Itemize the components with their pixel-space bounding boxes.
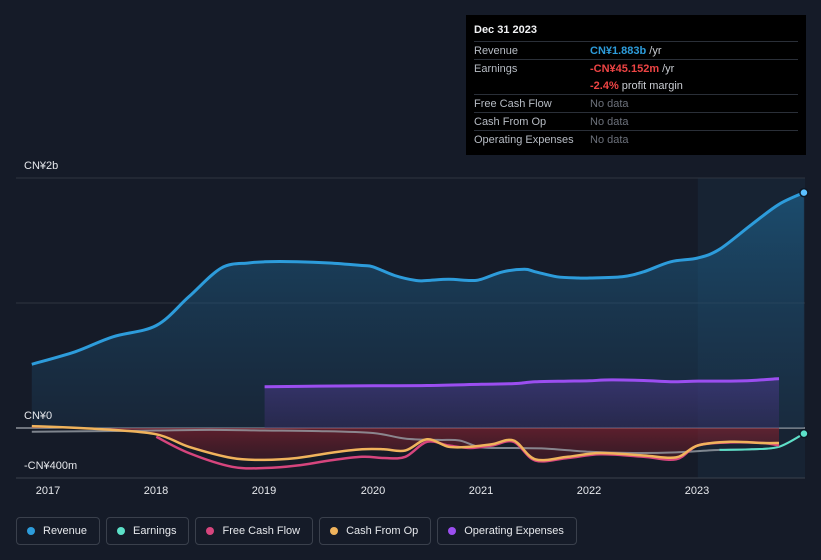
tooltip-unit: /yr [662, 62, 675, 75]
tooltip-value: CN¥1.883b [590, 44, 647, 57]
tooltip-label: Operating Expenses [474, 133, 574, 146]
tooltip-value: No data [590, 133, 629, 146]
legend-label: Earnings [133, 525, 177, 537]
tooltip-row-profit-margin: -2.4% profit margin [474, 77, 798, 94]
legend-item-cash-from-op[interactable]: Cash From Op [319, 517, 432, 545]
legend-label: Cash From Op [346, 525, 419, 537]
y-tick-label-bottom: -CN¥400m [24, 460, 78, 472]
tooltip-value: -CN¥45.152m [590, 62, 660, 75]
earnings-line-past [31, 428, 805, 455]
free-cash-flow-dot-icon [206, 527, 215, 535]
legend-item-earnings[interactable]: Earnings [106, 517, 190, 545]
tooltip-label: Revenue [474, 44, 519, 57]
tooltip-row-revenue: Revenue CN¥1.883b /yr [474, 41, 798, 59]
x-tick-label: 2022 [576, 485, 602, 497]
revenue-line [31, 191, 805, 366]
legend-item-free-cash-flow[interactable]: Free Cash Flow [195, 517, 314, 545]
area-layer [31, 192, 804, 461]
x-tick-label: 2019 [251, 485, 277, 497]
x-tick-label: 2020 [360, 485, 386, 497]
tooltip-label: Earnings [474, 62, 518, 75]
tooltip-row-free-cash-flow: Free Cash Flow No data [474, 94, 798, 112]
tooltip-unit: /yr [649, 44, 662, 57]
tooltip-row-cash-from-op: Cash From Op No data [474, 112, 798, 130]
tooltip-row-operating-expenses: Operating Expenses No data [474, 130, 798, 148]
legend-item-operating-expenses[interactable]: Operating Expenses [437, 517, 577, 545]
y-tick-label-zero: CN¥0 [24, 410, 53, 422]
legend-label: Free Cash Flow [222, 525, 301, 537]
chart-legend: Revenue Earnings Free Cash Flow Cash Fro… [16, 517, 577, 545]
revenue-point [799, 187, 809, 198]
earnings-line [719, 432, 805, 451]
data-tooltip: Dec 31 2023 Revenue CN¥1.883b /yr Earnin… [466, 15, 806, 155]
tooltip-value: No data [590, 97, 629, 110]
tooltip-row-earnings: Earnings -CN¥45.152m /yr [474, 59, 798, 77]
cash-from-op-dot-icon [330, 527, 339, 535]
x-tick-label: 2018 [143, 485, 169, 497]
legend-item-revenue[interactable]: Revenue [16, 517, 101, 545]
legend-label: Operating Expenses [464, 525, 564, 537]
tooltip-date: Dec 31 2023 [474, 24, 537, 36]
tooltip-value: -2.4% [590, 79, 619, 92]
tooltip-label: Free Cash Flow [474, 97, 552, 110]
earnings-dot-icon [117, 527, 126, 535]
operating-expenses-dot-icon [448, 527, 457, 535]
revenue-dot-icon [27, 527, 35, 535]
operating-expenses-area [264, 378, 780, 428]
operating-expenses-line [264, 377, 780, 389]
cash-from-op-line [31, 424, 780, 462]
chart-canvas [16, 177, 809, 479]
tooltip-value: No data [590, 115, 629, 128]
y-tick-label-top: CN¥2b [24, 160, 59, 172]
x-tick-label: 2023 [684, 485, 710, 497]
x-tick-label: 2017 [35, 485, 61, 497]
line-layer [31, 191, 805, 470]
tooltip-unit: profit margin [621, 79, 683, 92]
legend-label: Revenue [43, 525, 88, 537]
earnings-point [799, 428, 809, 439]
x-tick-label: 2021 [468, 485, 494, 497]
marker-layer [799, 187, 809, 439]
revenue-area [31, 192, 804, 428]
tooltip-label: Cash From Op [474, 115, 547, 128]
